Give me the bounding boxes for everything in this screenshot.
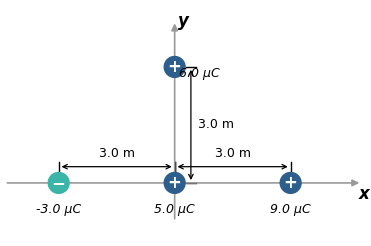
- Text: 3.0 m: 3.0 m: [99, 148, 135, 160]
- Text: 5.0 μC: 5.0 μC: [154, 203, 195, 216]
- Circle shape: [280, 172, 301, 193]
- Circle shape: [48, 172, 69, 193]
- Circle shape: [164, 172, 185, 193]
- Text: -3.0 μC: -3.0 μC: [36, 203, 81, 216]
- Text: +: +: [168, 174, 181, 192]
- Text: −: −: [52, 174, 66, 192]
- Text: 9.0 μC: 9.0 μC: [270, 203, 311, 216]
- Text: +: +: [284, 174, 298, 192]
- Text: x: x: [359, 185, 370, 203]
- Text: 6.0 μC: 6.0 μC: [180, 67, 220, 80]
- Text: y: y: [178, 12, 188, 30]
- Text: +: +: [168, 58, 181, 76]
- Circle shape: [164, 57, 185, 77]
- Text: 3.0 m: 3.0 m: [198, 118, 234, 131]
- Text: 3.0 m: 3.0 m: [215, 148, 251, 160]
